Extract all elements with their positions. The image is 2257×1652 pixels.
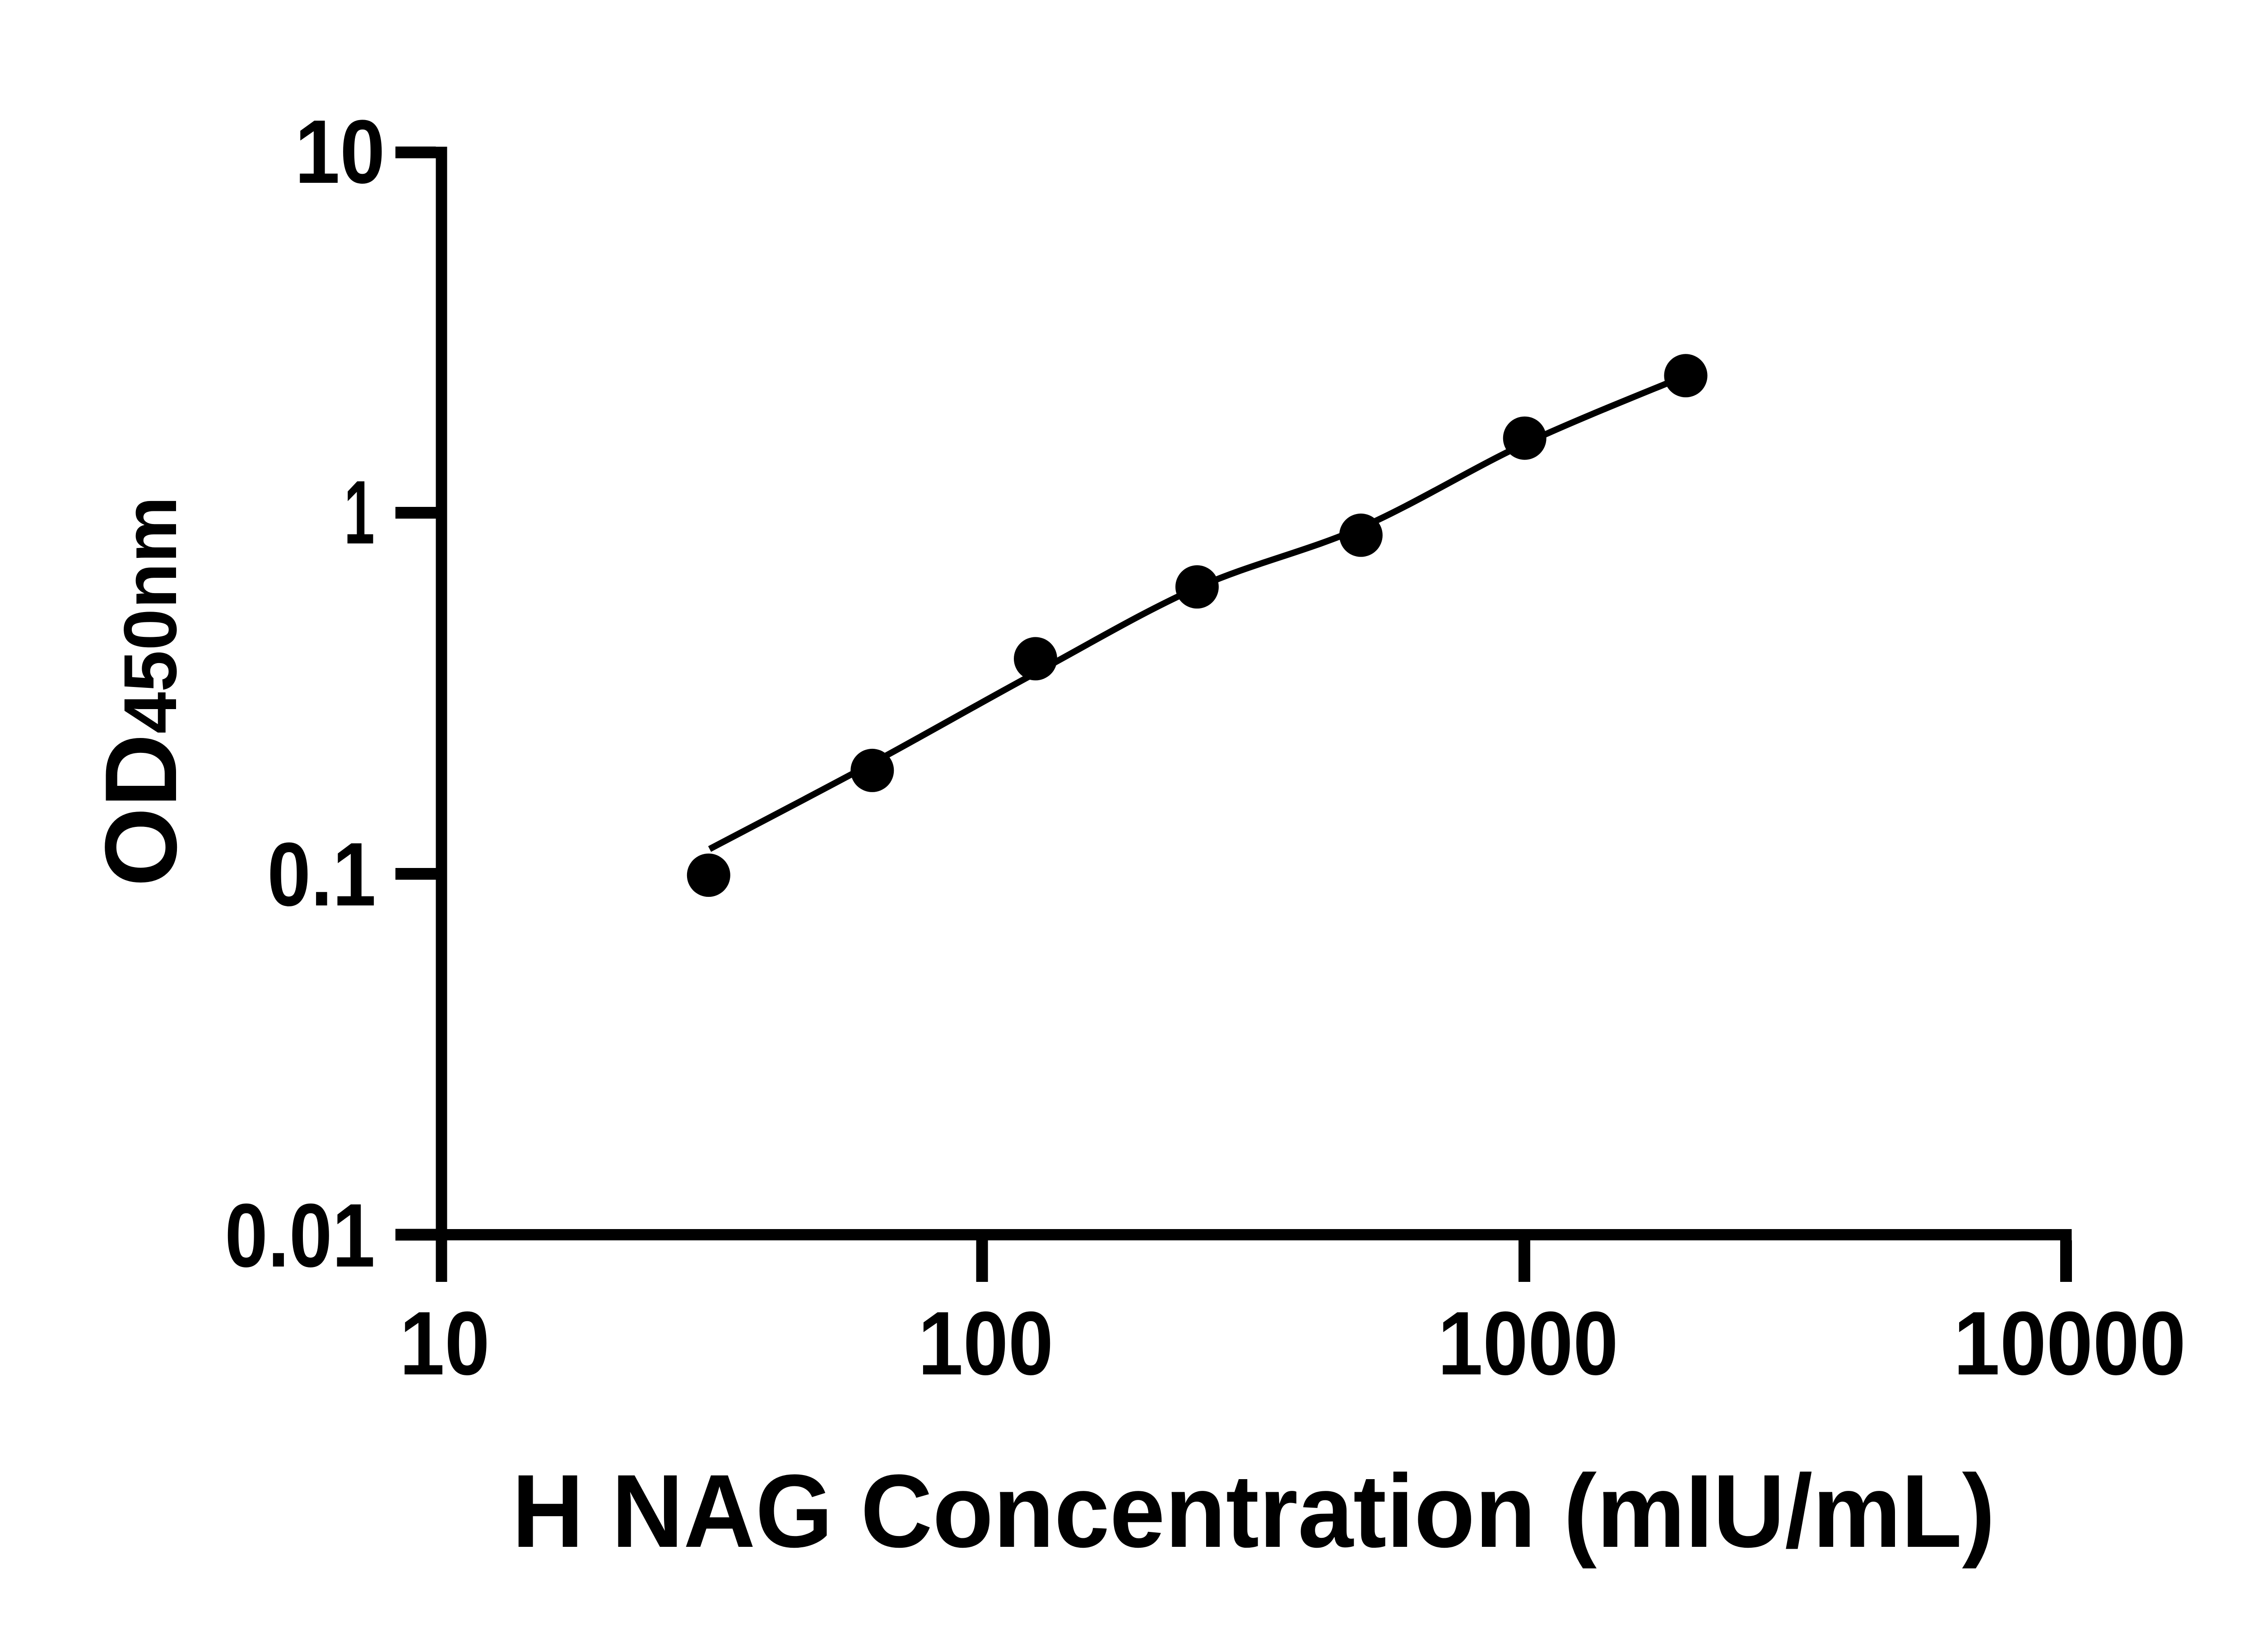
svg-text:H NAG Concentration (mIU/mL): H NAG Concentration (mIU/mL) bbox=[512, 1453, 1995, 1569]
svg-text:0.01: 0.01 bbox=[225, 1185, 375, 1286]
svg-text:0.1: 0.1 bbox=[267, 824, 376, 925]
svg-text:10: 10 bbox=[399, 1293, 490, 1394]
svg-text:10000: 10000 bbox=[1954, 1293, 2186, 1394]
svg-text:1000: 1000 bbox=[1438, 1293, 1618, 1394]
svg-text:1: 1 bbox=[344, 462, 375, 563]
svg-text:100: 100 bbox=[918, 1293, 1054, 1394]
svg-text:10: 10 bbox=[295, 102, 385, 202]
